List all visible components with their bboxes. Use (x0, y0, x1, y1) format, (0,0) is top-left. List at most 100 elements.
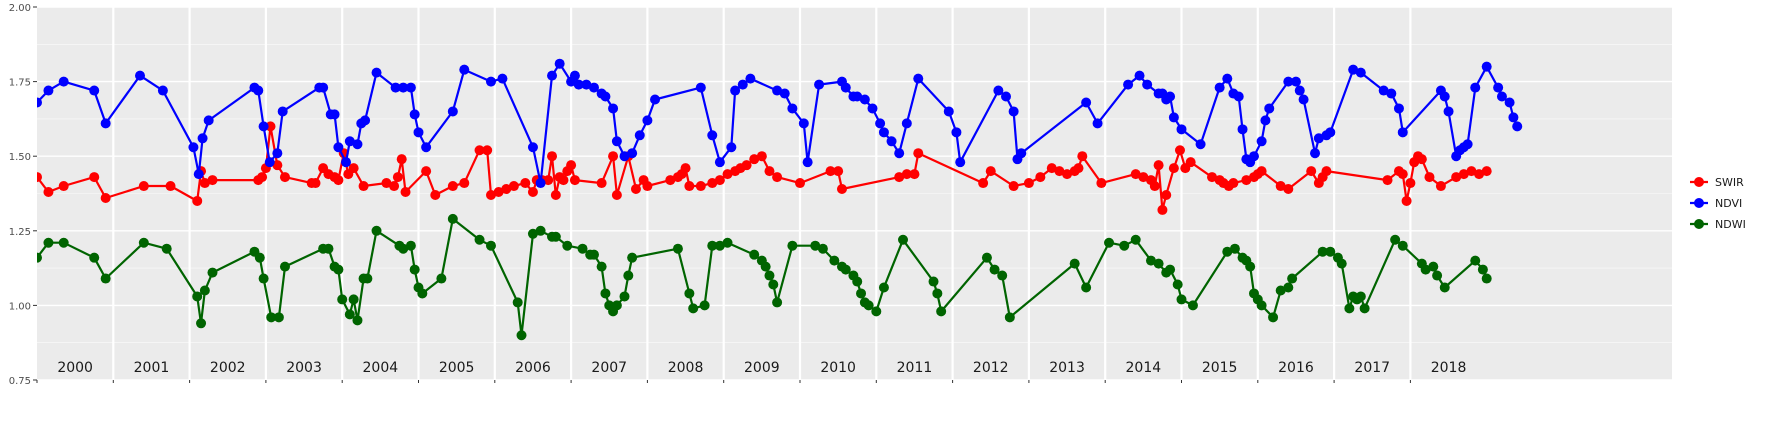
ndwi-point (1172, 279, 1183, 290)
ndvi-point (1165, 91, 1176, 102)
ndwi-point (1432, 270, 1443, 281)
swir-point (508, 181, 519, 192)
ndwi-point (760, 261, 771, 272)
swir-point (527, 187, 538, 198)
swir-point (795, 178, 805, 189)
ndwi-point (1481, 273, 1492, 284)
ndwi-point (672, 243, 683, 254)
ndwi-point (333, 264, 344, 275)
ndwi-point (1165, 264, 1176, 275)
ndwi-point (596, 261, 607, 272)
ndvi-point (772, 85, 783, 96)
swir-point (1241, 175, 1252, 186)
ndvi-point (573, 79, 584, 90)
ndwi-point (1390, 234, 1401, 245)
ndwi-point (1275, 285, 1286, 296)
swir-point (1481, 166, 1492, 177)
legend-label-ndwi: NDWI (1715, 218, 1746, 231)
swir-point (833, 166, 844, 177)
ndwi-point (138, 237, 149, 248)
year-label: 2015 (1202, 360, 1238, 376)
swir-point (1283, 184, 1294, 195)
ndwi-point (1317, 246, 1328, 257)
year-label: 2017 (1354, 360, 1390, 376)
ndvi-point (253, 85, 264, 96)
ndwi-point (936, 306, 947, 317)
ndvi-point (779, 88, 790, 99)
swir-point (836, 184, 847, 195)
ndwi-point (1187, 300, 1198, 311)
ndwi-point (527, 228, 538, 239)
ndwi-point (409, 264, 420, 275)
ndwi-point (1069, 258, 1080, 269)
ndvi-point (695, 82, 706, 93)
ndvi-point (859, 94, 870, 105)
swir-point (333, 175, 344, 186)
year-label: 2009 (744, 360, 780, 376)
ndwi-point (254, 252, 265, 263)
ndwi-point (1119, 240, 1130, 251)
ndvi-point (875, 118, 886, 129)
ndvi-point (264, 157, 275, 168)
ndvi-point (333, 142, 344, 153)
ndwi-point (699, 300, 710, 311)
swir-point (569, 175, 580, 186)
ndwi-point (1268, 312, 1279, 323)
swir-point (43, 187, 54, 198)
swir-point (1275, 181, 1286, 192)
year-label: 2002 (210, 360, 246, 376)
ndvi-point (344, 136, 355, 147)
ndvi-point (611, 136, 622, 147)
swir-point (1228, 178, 1239, 189)
swir-point (772, 172, 783, 183)
swir-point (447, 181, 458, 192)
ndwi-point (417, 288, 428, 299)
ndwi-point (772, 297, 783, 308)
y-tick-label: 0.75 (9, 376, 31, 387)
year-label: 2007 (591, 360, 627, 376)
swir-point (722, 169, 733, 180)
ndvi-point (413, 127, 424, 138)
ndwi-point (266, 312, 277, 323)
ndwi-point (1470, 255, 1481, 266)
ndvi-point (272, 148, 283, 159)
ndvi-point (1325, 127, 1336, 138)
ndvi-point (1222, 73, 1233, 84)
ndwi-point (192, 291, 203, 302)
ndvi-point (188, 142, 199, 153)
ndvi-point (913, 73, 924, 84)
swir-point (608, 151, 619, 162)
ndvi-point (398, 82, 409, 93)
swir-point (1073, 163, 1084, 174)
ndvi-point (459, 64, 470, 75)
year-label: 2018 (1431, 360, 1467, 376)
ndvi-point (634, 130, 645, 141)
ndvi-point (1378, 85, 1389, 96)
swir-point (89, 172, 100, 183)
swir-point (459, 178, 470, 189)
swir-point (894, 172, 905, 183)
ndwi-point (714, 240, 725, 251)
swir-point (1424, 172, 1435, 183)
ndwi-point (398, 243, 409, 254)
ndvi-point (1386, 88, 1397, 99)
swir-point (1046, 163, 1057, 174)
swir-point (389, 181, 400, 192)
ndvi-point (1008, 106, 1019, 117)
y-tick-label: 1.00 (9, 301, 31, 312)
year-label: 2005 (439, 360, 475, 376)
legend-key-point-ndwi (1694, 219, 1704, 229)
ndwi-point (1428, 261, 1439, 272)
swir-point (485, 189, 496, 200)
swir-point (913, 148, 924, 159)
swir-point (1416, 154, 1427, 165)
ndwi-point (928, 276, 939, 287)
ndwi-point (1004, 312, 1015, 323)
ndwi-point (898, 234, 909, 245)
ndwi-point (768, 279, 779, 290)
swir-point (1451, 172, 1462, 183)
ndwi-point (562, 240, 573, 251)
ndvi-point (852, 91, 863, 102)
ndwi-point (550, 231, 561, 242)
ndwi-point (43, 237, 54, 248)
